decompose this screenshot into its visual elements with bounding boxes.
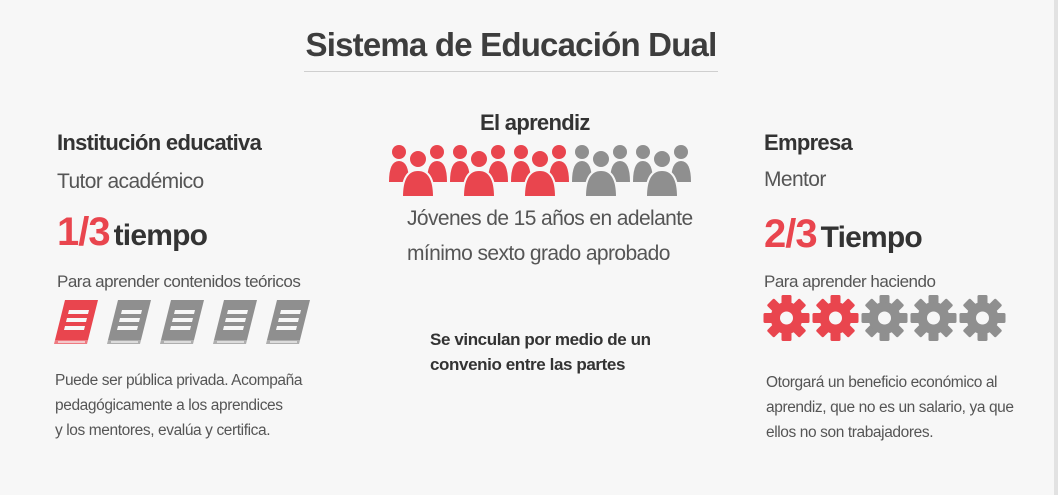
empresa-description-line: Otorgará un beneficio económico al xyxy=(766,374,998,391)
institucion-description: Puede ser pública privada. Acompaña peda… xyxy=(55,368,302,443)
institucion-time-word: tiempo xyxy=(113,219,208,252)
title-divider xyxy=(304,71,718,72)
empresa-time-word: Tiempo xyxy=(820,221,923,254)
aprendiz-heading: El aprendiz xyxy=(480,110,590,135)
institucion-heading: Institución educativa xyxy=(57,130,262,155)
gear-icon xyxy=(959,295,1006,341)
empresa-description: Otorgará un beneficio económico al apren… xyxy=(766,370,1014,445)
gear-icon xyxy=(861,295,908,341)
institucion-role: Tutor académico xyxy=(57,170,204,193)
gear-icon xyxy=(763,295,810,341)
book-icon xyxy=(213,300,257,344)
institucion-fraction: 1/3 xyxy=(57,210,111,254)
gear-icon-row xyxy=(762,294,1007,342)
people-group-icon xyxy=(389,145,447,198)
empresa-heading: Empresa xyxy=(764,130,853,155)
empresa-time-share: 2/3 Tiempo xyxy=(764,212,923,257)
book-icon-row xyxy=(52,298,314,346)
empresa-description-line: aprendiz, que no es un salario, ya que xyxy=(766,399,1014,416)
convenio-note: Se vinculan por medio de un convenio ent… xyxy=(430,327,651,377)
people-group-icon xyxy=(511,145,569,198)
aprendiz-grade-line: mínimo sexto grado aprobado xyxy=(407,242,670,265)
convenio-line: convenio entre las partes xyxy=(430,355,626,374)
gear-icon xyxy=(812,295,859,341)
institucion-description-line: pedagógicamente a los aprendices xyxy=(55,397,283,414)
book-icon xyxy=(160,300,204,344)
institucion-description-line: y los mentores, evalúa y certifica. xyxy=(55,422,271,439)
people-group-icon xyxy=(572,145,630,198)
empresa-role: Mentor xyxy=(764,168,826,191)
institucion-description-line: Puede ser pública privada. Acompaña xyxy=(55,372,303,389)
page-title: Sistema de Educación Dual xyxy=(305,26,718,63)
institucion-time-share: 1/3 tiempo xyxy=(57,210,208,255)
empresa-purpose: Para aprender haciendo xyxy=(764,272,936,291)
book-icon xyxy=(54,300,98,344)
aprendiz-age-line: Jóvenes de 15 años en adelante xyxy=(407,207,693,230)
people-group-icon xyxy=(633,145,691,198)
people-group-icon xyxy=(450,145,508,198)
convenio-line: Se vinculan por medio de un xyxy=(430,330,651,349)
people-icon-row xyxy=(388,142,692,198)
gear-icon xyxy=(910,295,957,341)
institucion-purpose: Para aprender contenidos teóricos xyxy=(57,272,301,291)
book-icon xyxy=(107,300,151,344)
page-edge xyxy=(1054,0,1058,495)
book-icon xyxy=(266,300,310,344)
empresa-description-line: ellos no son trabajadores. xyxy=(766,424,934,441)
empresa-fraction: 2/3 xyxy=(764,212,818,256)
